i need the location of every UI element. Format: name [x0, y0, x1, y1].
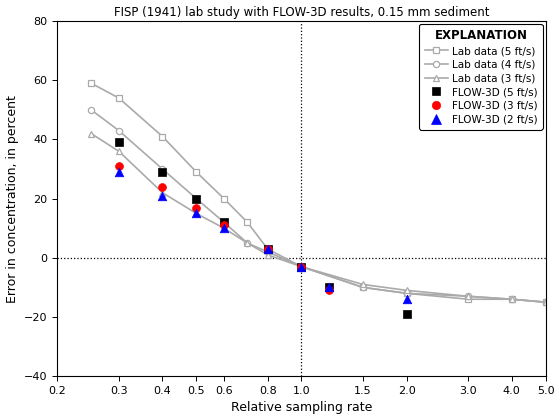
- Lab data (3 ft/s): [360, 282, 366, 287]
- FLOW-3D (3 ft/s): [325, 287, 334, 294]
- Lab data (3 ft/s): [115, 149, 122, 154]
- Lab data (4 ft/s): [542, 300, 549, 305]
- FLOW-3D (5 ft/s): [325, 284, 334, 291]
- FLOW-3D (2 ft/s): [158, 192, 167, 199]
- FLOW-3D (2 ft/s): [114, 169, 123, 176]
- FLOW-3D (2 ft/s): [220, 225, 228, 231]
- Title: FISP (1941) lab study with FLOW-3D results, 0.15 mm sediment: FISP (1941) lab study with FLOW-3D resul…: [114, 5, 489, 18]
- Lab data (3 ft/s): [264, 252, 271, 257]
- Lab data (5 ft/s): [88, 81, 95, 86]
- Lab data (4 ft/s): [508, 297, 515, 302]
- FLOW-3D (3 ft/s): [220, 222, 228, 228]
- FLOW-3D (3 ft/s): [158, 184, 167, 190]
- Lab data (3 ft/s): [221, 226, 227, 231]
- Lab data (5 ft/s): [244, 220, 251, 225]
- Lab data (4 ft/s): [360, 285, 366, 290]
- Lab data (3 ft/s): [542, 300, 549, 305]
- Lab data (3 ft/s): [88, 131, 95, 136]
- Lab data (5 ft/s): [360, 285, 366, 290]
- Legend: Lab data (5 ft/s), Lab data (4 ft/s), Lab data (3 ft/s), FLOW-3D (5 ft/s), FLOW-: Lab data (5 ft/s), Lab data (4 ft/s), La…: [419, 24, 543, 129]
- Lab data (4 ft/s): [244, 241, 251, 246]
- Lab data (3 ft/s): [244, 241, 251, 246]
- FLOW-3D (2 ft/s): [297, 263, 306, 270]
- Lab data (3 ft/s): [403, 288, 410, 293]
- Lab data (4 ft/s): [264, 249, 271, 255]
- FLOW-3D (3 ft/s): [114, 163, 123, 169]
- Line: Lab data (3 ft/s): Lab data (3 ft/s): [88, 131, 549, 305]
- Lab data (4 ft/s): [88, 108, 95, 113]
- Lab data (4 ft/s): [115, 128, 122, 133]
- Lab data (5 ft/s): [508, 297, 515, 302]
- FLOW-3D (5 ft/s): [297, 263, 306, 270]
- Lab data (5 ft/s): [159, 134, 166, 139]
- Line: Lab data (4 ft/s): Lab data (4 ft/s): [88, 107, 549, 305]
- FLOW-3D (2 ft/s): [263, 246, 272, 252]
- Lab data (5 ft/s): [298, 264, 305, 269]
- Lab data (5 ft/s): [403, 291, 410, 296]
- Y-axis label: Error in concentration, in percent: Error in concentration, in percent: [6, 94, 18, 302]
- FLOW-3D (2 ft/s): [402, 296, 411, 302]
- Lab data (3 ft/s): [193, 211, 200, 216]
- Lab data (5 ft/s): [542, 300, 549, 305]
- Lab data (5 ft/s): [221, 196, 227, 201]
- Lab data (5 ft/s): [264, 247, 271, 252]
- X-axis label: Relative sampling rate: Relative sampling rate: [231, 402, 372, 415]
- Lab data (4 ft/s): [221, 220, 227, 225]
- FLOW-3D (5 ft/s): [220, 219, 228, 226]
- FLOW-3D (5 ft/s): [158, 169, 167, 176]
- FLOW-3D (2 ft/s): [192, 210, 201, 217]
- FLOW-3D (3 ft/s): [263, 246, 272, 252]
- Lab data (4 ft/s): [298, 264, 305, 269]
- Lab data (4 ft/s): [193, 196, 200, 201]
- Lab data (3 ft/s): [298, 264, 305, 269]
- Lab data (3 ft/s): [465, 294, 472, 299]
- Lab data (3 ft/s): [159, 190, 166, 195]
- Lab data (3 ft/s): [508, 297, 515, 302]
- FLOW-3D (3 ft/s): [297, 263, 306, 270]
- Line: Lab data (5 ft/s): Lab data (5 ft/s): [88, 80, 549, 305]
- Lab data (4 ft/s): [159, 167, 166, 172]
- FLOW-3D (3 ft/s): [192, 204, 201, 211]
- Lab data (4 ft/s): [465, 294, 472, 299]
- Lab data (4 ft/s): [403, 291, 410, 296]
- Lab data (5 ft/s): [193, 170, 200, 175]
- FLOW-3D (5 ft/s): [192, 195, 201, 202]
- FLOW-3D (2 ft/s): [325, 284, 334, 291]
- FLOW-3D (5 ft/s): [402, 311, 411, 318]
- Lab data (5 ft/s): [115, 95, 122, 100]
- FLOW-3D (5 ft/s): [114, 139, 123, 146]
- Lab data (5 ft/s): [465, 297, 472, 302]
- FLOW-3D (5 ft/s): [263, 246, 272, 252]
